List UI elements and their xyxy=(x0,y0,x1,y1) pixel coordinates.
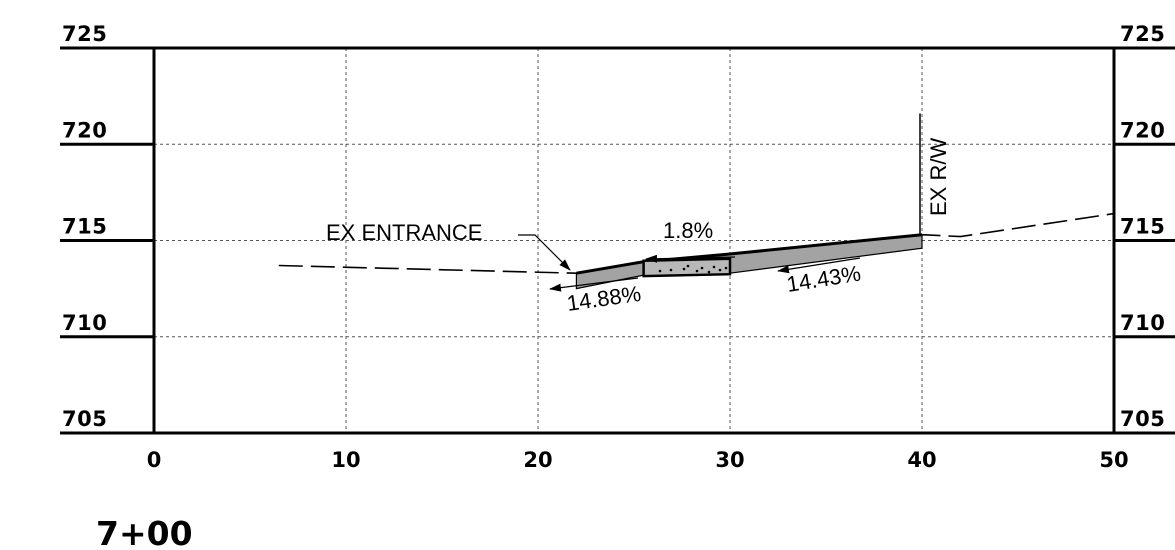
slope-label-right: 14.43% xyxy=(785,261,863,297)
entrance-label: EX ENTRANCE xyxy=(326,220,482,245)
elevation-label-left: 725 xyxy=(62,22,107,46)
elevation-label-right: 705 xyxy=(1120,407,1165,431)
offset-label: 40 xyxy=(907,448,936,472)
entrance-pavement-box xyxy=(642,257,732,278)
aggregate-speck xyxy=(712,265,716,269)
aggregate-speck xyxy=(707,270,711,274)
elevation-label-left: 710 xyxy=(62,311,107,335)
aggregate-speck xyxy=(718,268,722,272)
offset-label: 30 xyxy=(715,448,744,472)
entrance-band xyxy=(575,234,923,290)
aggregate-speck xyxy=(669,268,673,272)
slope-arrow-right xyxy=(777,257,861,274)
offset-label: 0 xyxy=(147,448,162,472)
aggregate-speck xyxy=(695,269,699,273)
offset-axis: 0 10 20 30 40 50 xyxy=(147,448,1129,472)
elevation-label-left: 705 xyxy=(62,407,107,431)
aggregate-speck xyxy=(658,269,662,273)
aggregate-speck xyxy=(724,266,728,270)
row-label: EX R/W xyxy=(926,138,951,216)
aggregate-speck xyxy=(682,267,686,271)
elevation-label-left: 720 xyxy=(62,118,107,142)
elevation-label-right: 715 xyxy=(1120,215,1165,239)
slope-arrow-left xyxy=(549,277,639,292)
aggregate-speck xyxy=(700,266,704,270)
elevation-label-right: 720 xyxy=(1120,118,1165,142)
elevation-label-right: 710 xyxy=(1120,311,1165,335)
elevation-label-right: 725 xyxy=(1120,22,1165,46)
station-label: 7+00 xyxy=(96,514,193,550)
offset-label: 50 xyxy=(1099,448,1128,472)
aggregate-speck xyxy=(686,264,690,268)
slope-label-top: 1.8% xyxy=(663,218,713,243)
elevation-axis: 725 725 720 720 715 715 710 710 705 705 xyxy=(60,22,1175,435)
entrance-leader xyxy=(518,234,571,271)
entrance-profile xyxy=(575,113,923,290)
slope-arrow-top xyxy=(645,254,736,263)
offset-label: 20 xyxy=(523,448,552,472)
offset-label: 10 xyxy=(331,448,360,472)
elevation-label-left: 715 xyxy=(62,215,107,239)
grid-lines xyxy=(154,48,1114,433)
